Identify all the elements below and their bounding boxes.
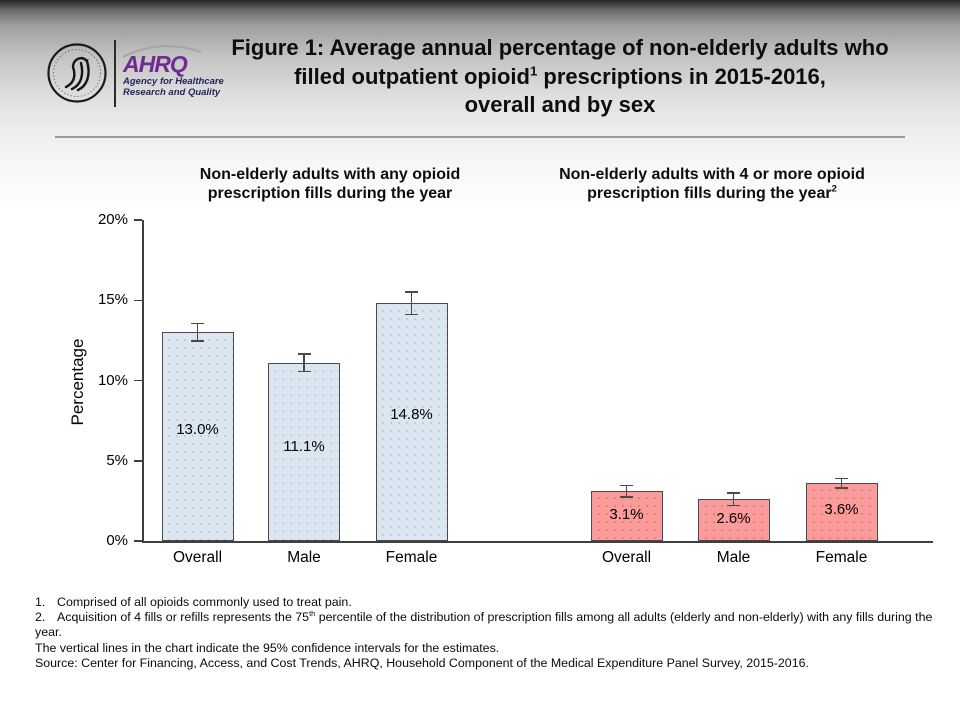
- figure-title: Figure 1: Average annual percentage of n…: [180, 34, 940, 120]
- ahrq-logo: AHRQ Agency for Healthcare Research and …: [45, 40, 224, 110]
- error-bar-stem: [732, 492, 735, 506]
- x-category-label: Male: [716, 549, 751, 566]
- ahrq-tagline-1: Agency for Healthcare: [123, 76, 224, 87]
- swoosh-icon: [122, 45, 202, 58]
- error-bar-cap-bottom: [727, 504, 740, 507]
- footnote-2: 2. Acquisition of 4 fills or refills repr…: [35, 609, 933, 640]
- y-tick: [134, 540, 142, 542]
- x-category-label: Female: [385, 549, 438, 566]
- header-divider: [55, 136, 905, 138]
- bar-value-label: 3.6%: [824, 501, 859, 519]
- error-bar-cap-bottom: [297, 370, 311, 373]
- right-chart-header-line2: prescription fills during the year2: [587, 183, 837, 202]
- hhs-seal-icon: [47, 43, 107, 103]
- error-bar-cap-bottom: [405, 313, 418, 316]
- right-chart-header: Non-elderly adults with 4 or more opioid…: [529, 165, 895, 203]
- ahrq-acronym: AHRQ: [123, 51, 188, 77]
- ahrq-tagline-2: Research and Quality: [123, 87, 221, 98]
- x-category-label: Female: [815, 549, 868, 566]
- error-bar-cap-top: [620, 484, 633, 487]
- x-axis-line: [142, 541, 933, 543]
- footnote-ref-2: 2: [831, 183, 837, 195]
- y-tick-label: 5%: [106, 451, 128, 469]
- x-category-label: Overall: [601, 549, 652, 566]
- figure-title-line2: filled outpatient opioid1 prescriptions …: [294, 63, 826, 89]
- bar-value-label: 14.8%: [390, 406, 433, 424]
- bar-value-label: 11.1%: [283, 437, 325, 455]
- figure-title-line1: Figure 1: Average annual percentage of n…: [231, 35, 889, 60]
- footnote-ci-note: The vertical lines in the chart indicate…: [35, 640, 500, 655]
- bar-4plus-female: [805, 483, 878, 541]
- bar-value-label: 13.0%: [176, 421, 219, 439]
- error-bar-cap-bottom: [620, 496, 633, 498]
- y-axis-line: [142, 220, 144, 541]
- error-bar-stem: [303, 354, 305, 372]
- y-tick-label: 10%: [97, 371, 128, 389]
- left-chart-header-line2: prescription fills during the year: [207, 185, 453, 202]
- logo-divider: [114, 40, 116, 107]
- footnote-1: 1. Comprised of all opioids commonly used…: [35, 595, 352, 609]
- y-tick: [134, 379, 142, 382]
- error-bar-cap-top: [297, 353, 311, 355]
- error-bar-stem: [625, 485, 628, 497]
- y-tick: [134, 219, 142, 221]
- error-bar-cap-bottom: [191, 340, 204, 342]
- y-tick-label: 15%: [97, 291, 128, 309]
- x-category-label: Overall: [172, 549, 223, 566]
- error-bar-stem: [410, 292, 413, 315]
- bar-value-label: 3.1%: [609, 505, 644, 523]
- y-tick-label: 20%: [97, 211, 128, 228]
- footnote-source: Source: Center for Financing, Access, an…: [35, 655, 809, 670]
- error-bar-cap-top: [405, 291, 418, 293]
- error-bar-cap-bottom: [835, 487, 848, 489]
- y-tick: [134, 299, 142, 301]
- header-gradient-band: [0, 0, 960, 215]
- x-category-label: Male: [287, 549, 321, 566]
- error-bar-stem: [840, 478, 843, 489]
- left-chart-header-line1: Non-elderly adults with any opioid: [199, 166, 461, 183]
- y-tick-label: 0%: [106, 532, 128, 549]
- bar-any-female: [375, 303, 448, 541]
- bar-value-label: 2.6%: [716, 509, 751, 527]
- figure-title-line3: overall and by sex: [464, 92, 656, 117]
- left-chart-header: Non-elderly adults with any opioid presc…: [147, 165, 513, 203]
- bar-any-overall: [161, 332, 234, 541]
- right-chart-header-line1: Non-elderly adults with 4 or more opioid: [559, 166, 865, 183]
- bar-any-male: [268, 362, 340, 541]
- error-bar-stem: [196, 323, 199, 342]
- error-bar-cap-top: [727, 492, 740, 494]
- footnotes: 1. Comprised of all opioids commonly used…: [35, 595, 935, 671]
- error-bar-cap-top: [835, 477, 848, 480]
- bar-4plus-overall: [590, 491, 663, 541]
- footnote-ref-1: 1: [529, 63, 538, 79]
- y-tick: [134, 460, 142, 462]
- error-bar-cap-top: [191, 322, 204, 325]
